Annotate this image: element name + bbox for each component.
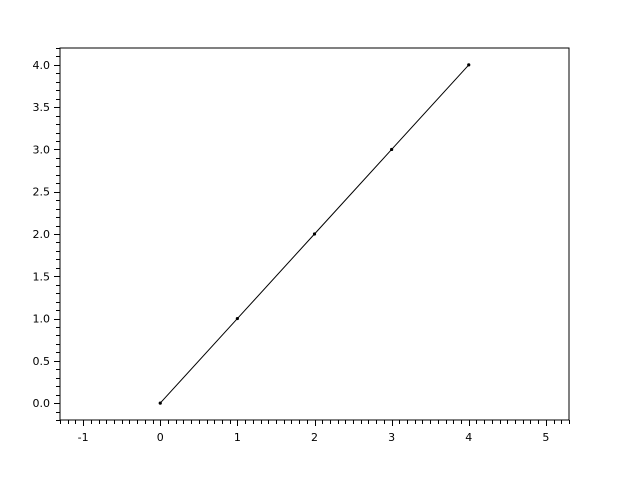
y-tick-label: 0.5 (33, 355, 51, 368)
y-tick-label: 3.0 (33, 143, 51, 156)
y-tick-label: 1.5 (33, 270, 51, 283)
data-point (390, 147, 394, 152)
x-tick-label: 1 (234, 431, 241, 444)
x-tick-label: 2 (311, 431, 318, 444)
series-group (158, 63, 471, 405)
y-tick-label: 1.0 (33, 313, 51, 326)
tick-labels: -1 0 1 2 3 4 5 0.0 0.5 1.0 1.5 2.0 2.5 3.0 3.5 4.0 (33, 59, 550, 444)
y-tick-label: 3.5 (33, 101, 51, 114)
x-tick-label: -1 (78, 431, 89, 444)
data-point (235, 316, 239, 321)
y-tick-label: 0.0 (33, 397, 51, 410)
x-tick-label: 3 (388, 431, 395, 444)
data-point (312, 232, 317, 236)
data-point (158, 401, 162, 405)
x-tick-label: 4 (465, 431, 472, 444)
data-point (467, 63, 471, 67)
x-tick-label: 5 (542, 431, 549, 444)
x-tick-label: 0 (157, 431, 164, 444)
y-tick-label: 2.0 (33, 228, 51, 241)
axis-ticks (54, 48, 570, 426)
y-tick-label: 2.5 (33, 186, 51, 199)
y-tick-label: 4.0 (33, 59, 51, 72)
